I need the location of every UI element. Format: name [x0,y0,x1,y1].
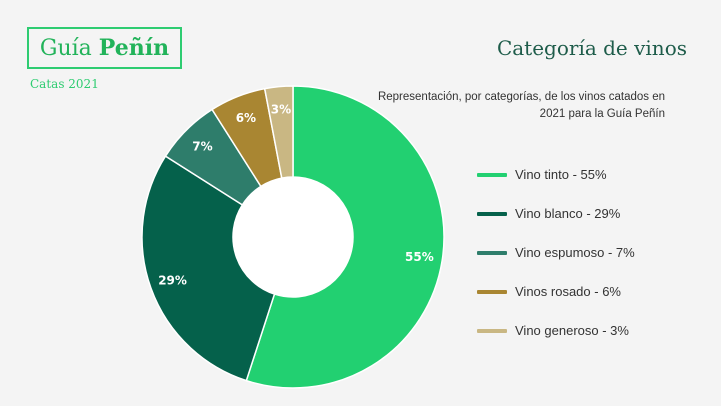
legend-item: Vino blanco - 29% [477,194,635,233]
chart-description: Representación, por categorías, de los v… [377,91,665,120]
logo: Guía Peñín [27,27,182,69]
legend-label: Vino tinto - 55% [515,167,607,182]
legend-swatch [477,211,507,216]
legend-swatch [477,172,507,177]
slice-label-2: 29% [158,273,187,287]
slice-label-4: 6% [236,111,256,125]
legend-item: Vino espumoso - 7% [477,233,635,272]
legend-item: Vino tinto - 55% [477,155,635,194]
chart-title: Categoría de vinos [496,36,687,60]
logo-text-penin: Peñín [98,35,170,61]
chart-legend: Vino tinto - 55% Vino blanco - 29% Vino es… [477,155,635,350]
donut-hole [233,177,353,297]
legend-label: Vino generoso - 3% [515,323,629,338]
slice-1 [245,85,445,389]
slice-label-5: 3% [271,103,291,117]
legend-swatch [477,328,507,333]
legend-item: Vino generoso - 3% [477,311,635,350]
legend-label: Vino blanco - 29% [515,206,621,221]
slice-label-1: 55% [405,250,434,264]
slice-label-3: 7% [192,139,212,153]
catas-subtitle: Catas 2021 [30,77,99,91]
legend-label: Vino espumoso - 7% [515,245,635,260]
legend-label: Vinos rosado - 6% [515,284,621,299]
logo-text-guia: Guía [39,35,92,61]
legend-swatch [477,250,507,255]
legend-item: Vinos rosado - 6% [477,272,635,311]
legend-swatch [477,289,507,294]
